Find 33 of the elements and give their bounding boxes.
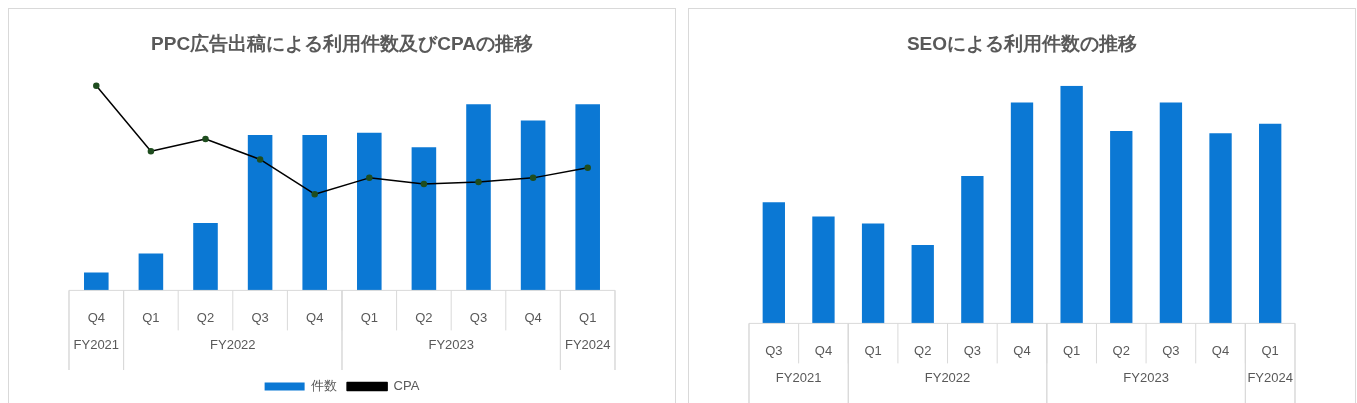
text: FY2023 bbox=[1123, 369, 1169, 385]
x-tick-label: Q3 bbox=[963, 342, 982, 358]
text: FY2021 bbox=[73, 336, 120, 352]
chart-title: PPC広告出稿による利用件数及びCPAの推移 bbox=[151, 32, 533, 54]
legend-label: CPA bbox=[393, 378, 420, 394]
x-tick-label: Q1 bbox=[864, 342, 882, 358]
x-tick-label: Q4 bbox=[1211, 342, 1230, 358]
text: FY2024 bbox=[564, 336, 611, 352]
x-tick-label: Q4 bbox=[524, 309, 542, 325]
chart-title: SEOによる利用件数の推移 bbox=[906, 32, 1138, 54]
text: FY2024 bbox=[1247, 369, 1293, 385]
x-tick-label: Q2 bbox=[196, 309, 215, 325]
x-tick-label: Q4 bbox=[814, 342, 833, 358]
legend-label: 件数 bbox=[311, 378, 338, 394]
x-tick-label: Q3 bbox=[765, 342, 783, 358]
x-tick-label: Q4 bbox=[306, 309, 324, 325]
x-tick-label: Q3 bbox=[1162, 342, 1180, 358]
x-tick-label: Q3 bbox=[469, 309, 488, 325]
x-tick-label: Q1 bbox=[579, 309, 597, 325]
x-tick-label: Q2 bbox=[1112, 342, 1130, 358]
x-tick-label: Q1 bbox=[1261, 342, 1279, 358]
x-tick-label: Q1 bbox=[360, 309, 378, 325]
x-tick-label: Q3 bbox=[251, 309, 269, 325]
text: FY2022 bbox=[210, 336, 256, 352]
text: FY2023 bbox=[428, 336, 474, 352]
x-tick-label: Q2 bbox=[415, 309, 433, 325]
text: FY2021 bbox=[775, 369, 822, 385]
x-tick-label: Q2 bbox=[914, 342, 932, 358]
x-tick-label: Q1 bbox=[142, 309, 160, 325]
x-tick-label: Q4 bbox=[87, 309, 105, 325]
x-tick-label: Q1 bbox=[1062, 342, 1081, 358]
text: FY2022 bbox=[924, 369, 971, 385]
x-tick-label: Q4 bbox=[1013, 342, 1031, 358]
